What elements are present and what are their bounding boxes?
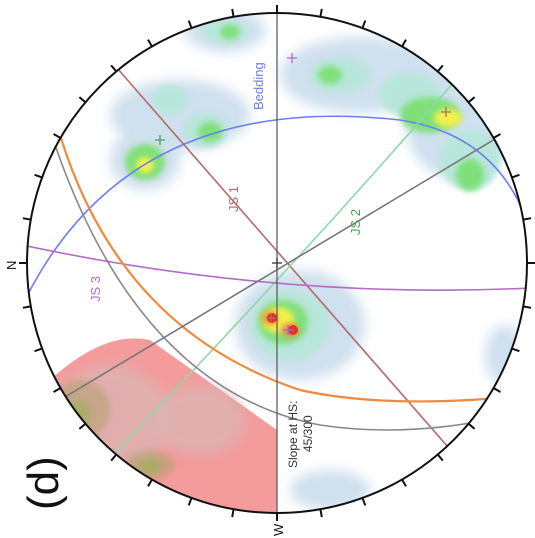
north-label: N — [4, 261, 19, 270]
js3-label: JS 3 — [88, 276, 103, 302]
pole-marker — [287, 53, 297, 63]
bedding-label: Bedding — [251, 62, 266, 110]
tick-mark — [22, 305, 31, 309]
west-label: W — [271, 523, 286, 536]
panel-label: (d) — [19, 456, 68, 510]
tick-mark — [361, 497, 367, 506]
tick-mark — [401, 39, 407, 47]
slope-label-line1: Slope at HS: — [286, 401, 300, 468]
js1-label: JS 1 — [226, 186, 241, 212]
tick-mark — [78, 422, 87, 430]
pole-marker — [155, 135, 165, 145]
tick-mark — [436, 64, 444, 73]
tick-mark — [467, 422, 476, 430]
tick-mark — [523, 217, 532, 221]
pole-markers — [155, 53, 451, 335]
pole-marker — [441, 107, 451, 117]
pole-marker — [272, 258, 282, 268]
tick-mark — [231, 509, 235, 518]
tick-mark — [147, 39, 153, 47]
pole-marker — [283, 325, 293, 335]
tick-mark — [78, 96, 87, 104]
js2-label: JS 2 — [348, 209, 363, 235]
tick-marks — [19, 5, 535, 521]
js1-plane — [109, 59, 456, 456]
tick-mark — [467, 96, 476, 104]
tick-mark — [187, 20, 193, 29]
tick-mark — [22, 217, 31, 221]
tick-mark — [147, 479, 153, 487]
grey-arc-1 — [54, 144, 527, 431]
tick-mark — [319, 8, 323, 17]
tick-mark — [511, 347, 520, 353]
tick-mark — [231, 8, 235, 17]
tick-mark — [493, 387, 501, 393]
slope-label-line2: 45/300 — [301, 415, 315, 452]
tick-mark — [53, 387, 61, 393]
tick-mark — [53, 133, 61, 139]
tick-mark — [436, 453, 444, 462]
tick-mark — [34, 173, 43, 179]
js3-plane — [27, 244, 527, 291]
great-circles — [27, 13, 527, 513]
slope-plane — [58, 134, 527, 403]
pole-marker — [266, 313, 276, 323]
tick-mark — [493, 133, 501, 139]
tick-mark — [523, 305, 532, 309]
tick-mark — [110, 453, 118, 462]
tick-mark — [511, 173, 520, 179]
tick-mark — [319, 509, 323, 518]
tick-mark — [361, 20, 367, 29]
grey-line-1 — [59, 129, 511, 401]
js2-plane — [69, 39, 491, 501]
tick-mark — [401, 479, 407, 487]
tick-mark — [110, 64, 118, 73]
tick-mark — [187, 497, 193, 506]
tick-mark — [34, 347, 43, 353]
